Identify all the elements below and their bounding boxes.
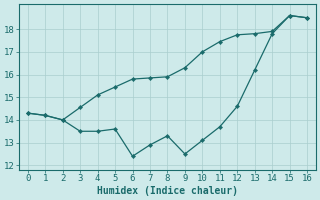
X-axis label: Humidex (Indice chaleur): Humidex (Indice chaleur): [97, 186, 238, 196]
